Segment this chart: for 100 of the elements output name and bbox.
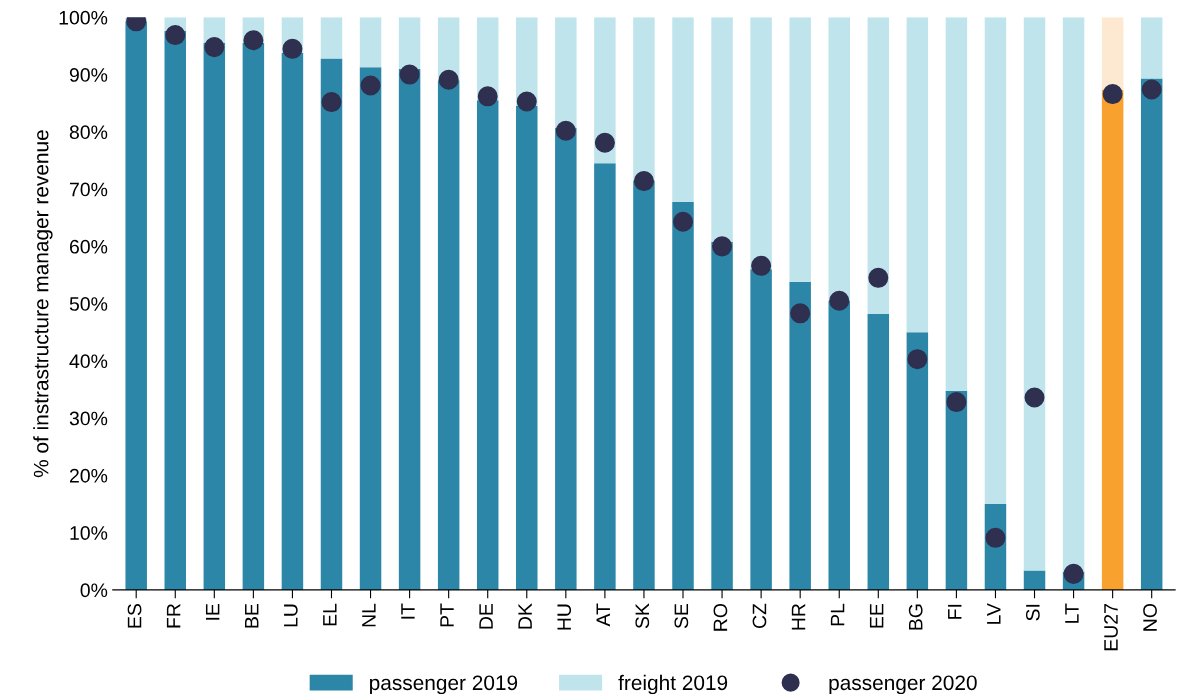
bar	[203, 43, 226, 590]
point	[672, 211, 694, 232]
x-tick-label: RO	[713, 604, 728, 631]
legend-label: passenger 2020	[829, 675, 977, 694]
x-tick-label: FR	[166, 604, 181, 628]
y-tick-label: 10%	[70, 526, 108, 540]
x-tick-label: PT	[440, 603, 454, 627]
point	[1102, 84, 1123, 105]
point	[790, 303, 811, 324]
point	[868, 267, 889, 288]
bar	[1023, 570, 1046, 590]
x-tick-label: SE	[674, 603, 689, 629]
bar	[1140, 78, 1163, 590]
point	[751, 255, 772, 276]
x-tick-label: AT	[596, 603, 610, 627]
x-tick-label: FI	[948, 604, 962, 619]
bar	[906, 332, 929, 590]
bar	[945, 390, 968, 590]
x-tick-label: DE	[479, 603, 493, 629]
x-tick-label: EL	[323, 603, 337, 626]
point	[946, 392, 967, 413]
bar	[867, 17, 890, 314]
x-tick-label: NO	[1143, 604, 1157, 631]
point	[321, 92, 342, 113]
bar	[750, 269, 772, 590]
point	[204, 37, 225, 58]
y-tick-label: 50%	[69, 297, 108, 311]
y-tick-label: 40%	[69, 354, 108, 369]
point	[907, 349, 928, 370]
x-tick-label: CZ	[752, 603, 767, 629]
bar	[1101, 17, 1124, 91]
bar	[359, 67, 382, 590]
point	[165, 25, 186, 46]
x-tick-label: SK	[635, 603, 650, 629]
x-tick-label: PL	[830, 603, 845, 626]
y-tick-label: 20%	[69, 468, 108, 483]
point	[1141, 79, 1162, 100]
point	[594, 132, 615, 153]
bar	[789, 281, 811, 590]
bar	[828, 300, 850, 590]
point	[985, 527, 1006, 548]
x-tick-label: IE	[205, 603, 220, 620]
bar	[398, 17, 421, 69]
bar	[320, 17, 343, 59]
bar	[711, 241, 733, 590]
bar	[1140, 17, 1163, 79]
bar	[1023, 17, 1046, 571]
x-tick-label: BE	[245, 603, 259, 628]
y-tick-label: 80%	[69, 125, 108, 140]
bar	[867, 313, 890, 590]
x-tick-label: HU	[557, 604, 572, 630]
x-tick-label: SI	[1025, 604, 1040, 621]
x-tick-label: NL	[362, 603, 376, 627]
bar	[711, 17, 733, 242]
point	[633, 171, 654, 192]
x-tick-label: HR	[791, 604, 806, 630]
legend-label: freight 2019	[618, 674, 728, 694]
bar	[164, 31, 186, 590]
bar	[633, 17, 655, 181]
bar	[594, 163, 616, 590]
y-tick-label: 70%	[69, 182, 108, 197]
legend-label: passenger 2019	[370, 675, 518, 694]
bar	[516, 106, 538, 590]
x-tick-label: LV	[987, 603, 1001, 624]
point	[399, 64, 420, 85]
x-tick-label: LT	[1065, 603, 1079, 623]
x-tick-label: LU	[284, 604, 298, 627]
bar	[359, 17, 382, 68]
y-tick-label: 60%	[69, 239, 108, 254]
y-tick-label: 100%	[59, 10, 108, 25]
bar	[828, 17, 850, 301]
bar	[594, 17, 616, 164]
bar	[437, 80, 460, 590]
y-tick-label: 90%	[69, 68, 108, 82]
point	[1024, 387, 1045, 408]
point	[1063, 563, 1084, 584]
x-tick-label: EE	[869, 603, 884, 628]
bar	[320, 58, 343, 590]
point	[555, 120, 576, 141]
x-tick-label: EU27	[1104, 604, 1118, 651]
point	[829, 290, 850, 311]
bar	[906, 17, 929, 333]
point	[712, 236, 733, 257]
y-tick-label: 0%	[80, 583, 108, 598]
bar	[1101, 90, 1124, 590]
bar	[672, 201, 694, 590]
bar	[125, 21, 147, 590]
bar	[1062, 17, 1085, 572]
point	[438, 69, 459, 90]
bar	[476, 100, 499, 590]
point	[360, 75, 381, 96]
x-tick-label: DK	[518, 603, 532, 629]
y-axis-title: % of instrastructure manager revenue	[33, 130, 53, 478]
bar	[281, 52, 304, 590]
bar	[672, 17, 694, 202]
x-tick-label: IT	[401, 603, 415, 619]
x-tick-label: ES	[127, 603, 142, 628]
point	[477, 86, 498, 107]
bar	[398, 68, 421, 590]
x-tick-label: BG	[908, 604, 923, 630]
